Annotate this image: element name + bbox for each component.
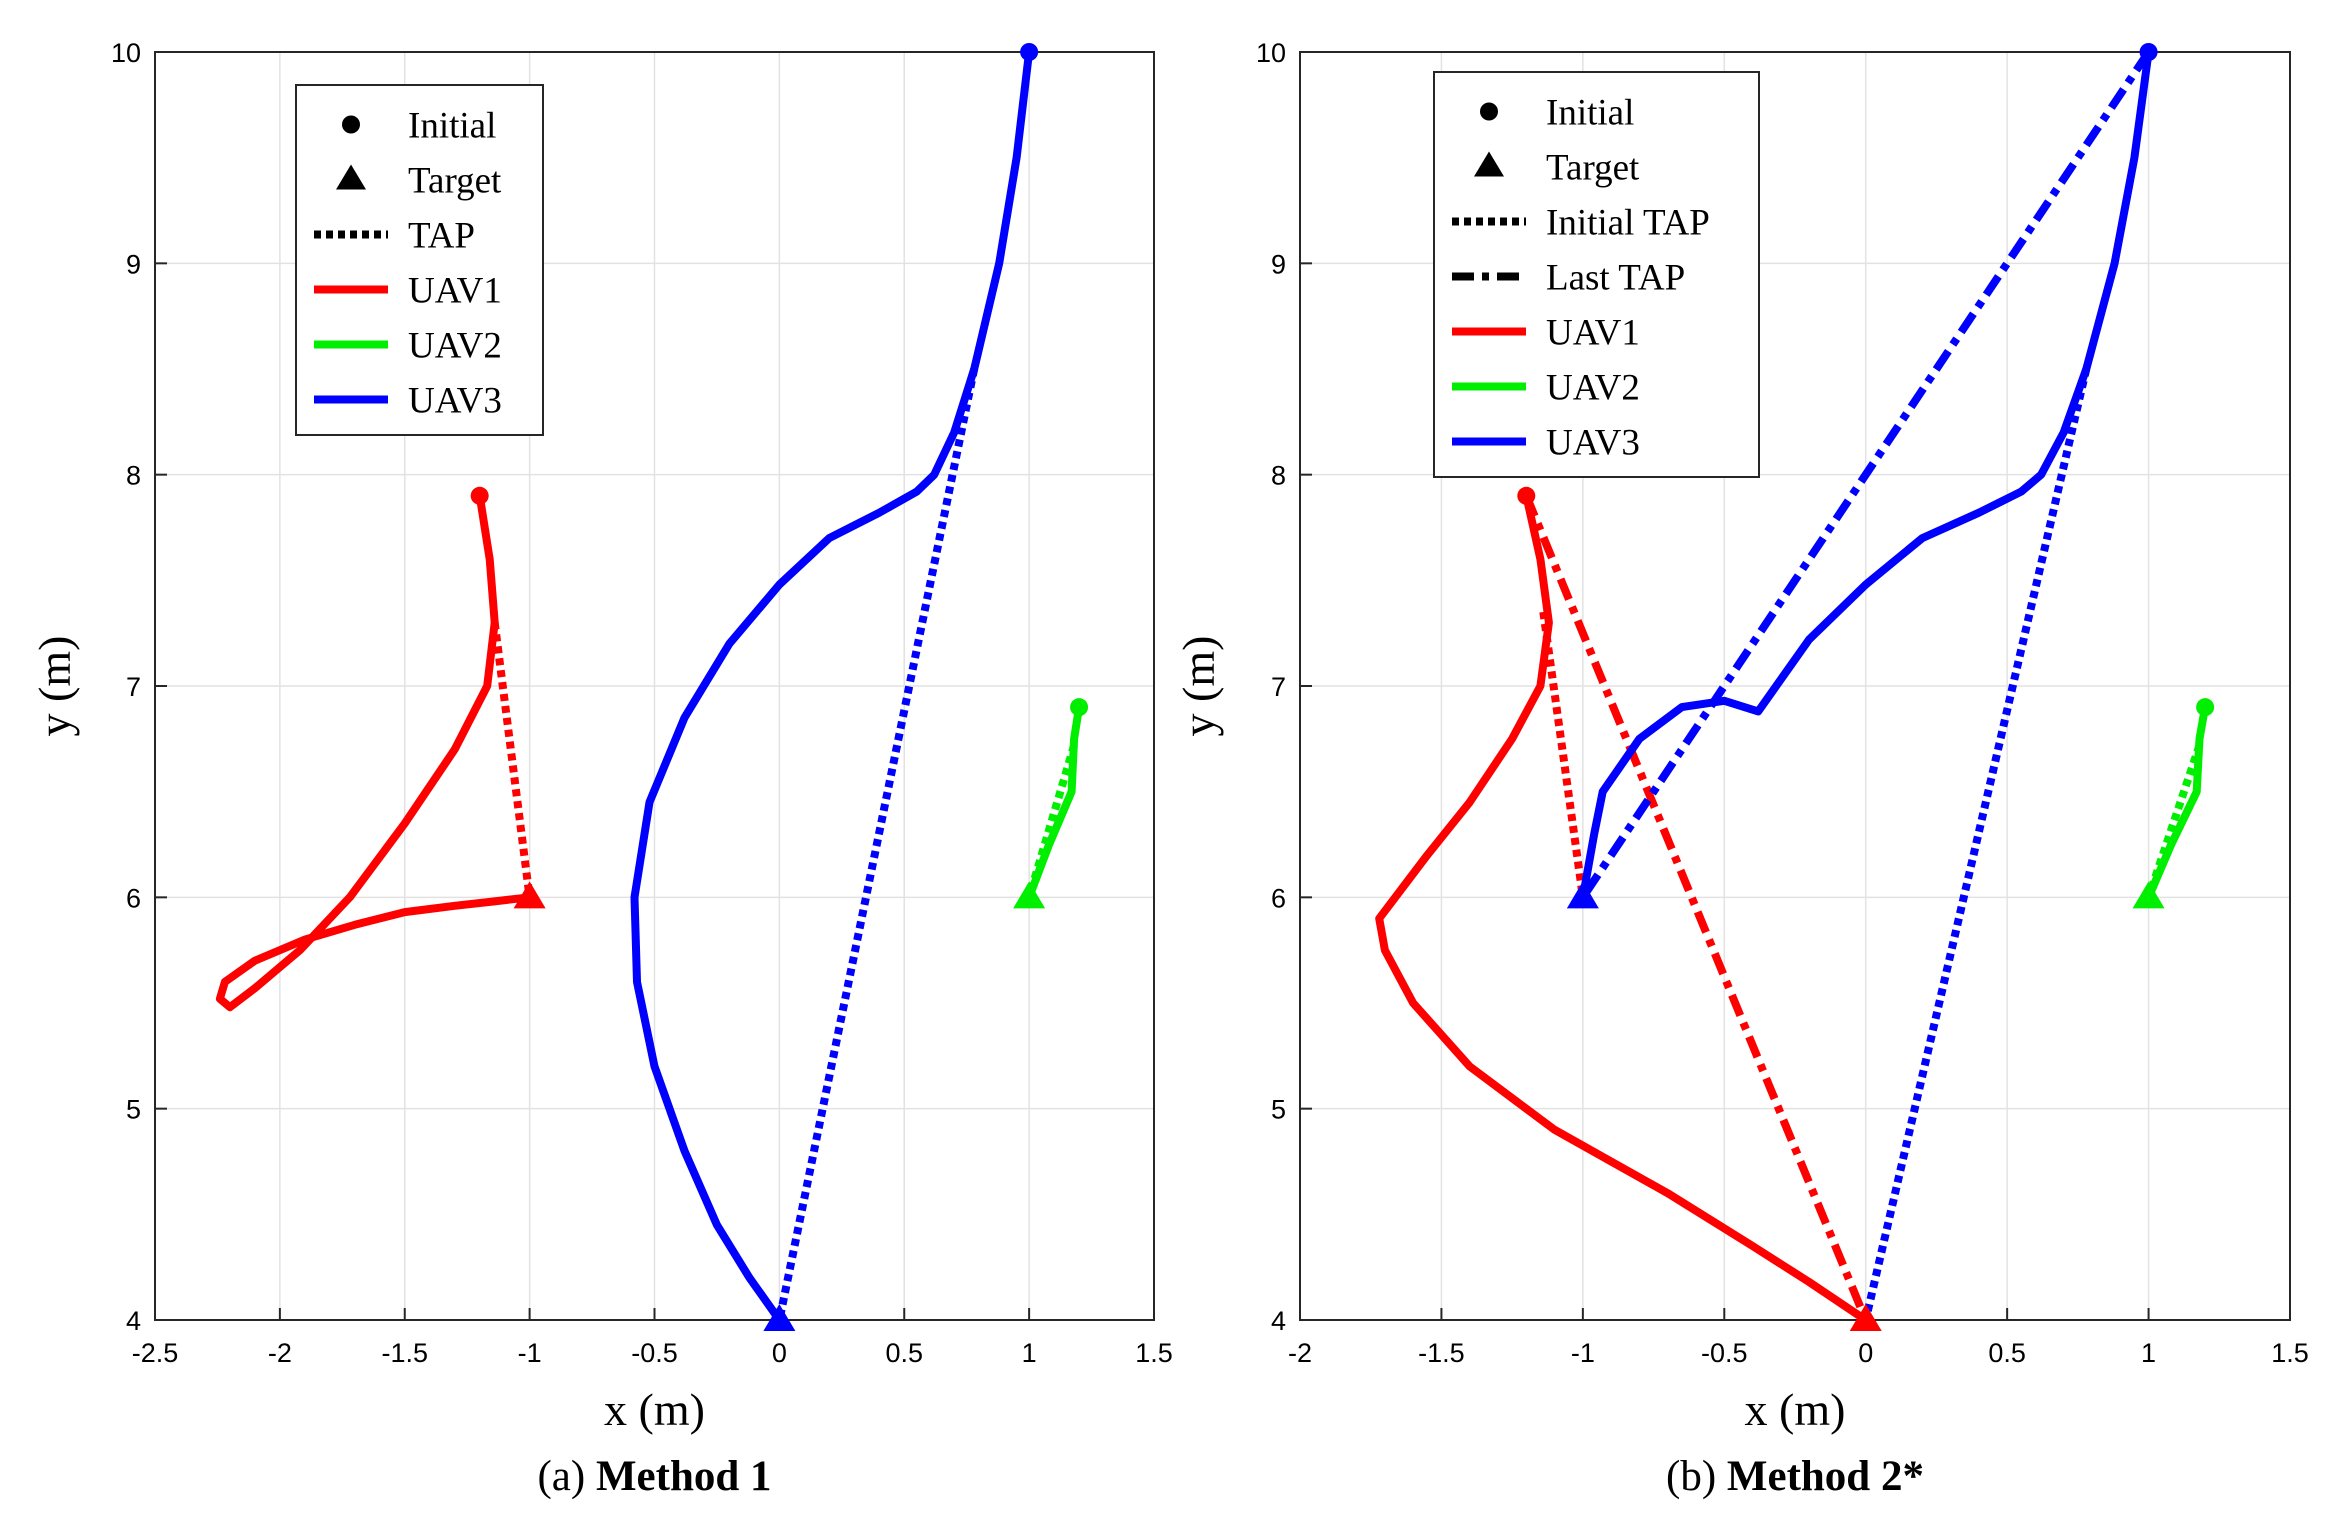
uav3-initial-marker: [2139, 43, 2158, 61]
legend: Initial Target Initial TAP Last TAP UAV1 UAV2…: [1433, 71, 1760, 478]
uav1-initial-tap-line: [490, 622, 534, 898]
y-tick-label: 5: [1271, 1095, 1286, 1125]
uav1-target-marker: [1849, 1304, 1882, 1331]
x-tick-label: -1.5: [1418, 1338, 1465, 1368]
x-tick-label: -2: [1288, 1338, 1312, 1368]
uav2-initial-marker: [2196, 698, 2215, 717]
uav3-initial-tap-line: [775, 368, 979, 1321]
legend-label: UAV3: [1546, 423, 1640, 464]
y-tick-label: 7: [1271, 672, 1286, 702]
caption-method: Method 1: [596, 1453, 772, 1500]
uav2-target-marker: [2132, 881, 2165, 909]
x-tick-label: -2.5: [132, 1338, 179, 1368]
x-axis-label: x (m): [604, 1384, 705, 1435]
uav3-initial-marker: [1020, 43, 1039, 61]
uav1-initial-tap-line: [1539, 611, 1587, 898]
y-tick-label: 7: [126, 672, 141, 702]
y-tick-label: 6: [126, 883, 141, 913]
legend-label: UAV2: [1546, 368, 1640, 409]
legend-label: Target: [408, 161, 502, 202]
y-tick-label: 6: [1271, 883, 1286, 913]
x-tick-label: 1: [1022, 1338, 1037, 1368]
uav3-target-marker: [1566, 881, 1599, 909]
legend: Initial Target TAP UAV1 UAV2 UAV3: [295, 84, 544, 436]
y-tick-label: 4: [1271, 1306, 1286, 1336]
x-tick-label: 1.5: [2271, 1338, 2309, 1368]
x-tick-label: -1: [518, 1338, 542, 1368]
x-tick-label: 0.5: [1988, 1338, 2026, 1368]
uav1-target-marker: [513, 881, 546, 909]
legend-label: Initial TAP: [1546, 203, 1710, 244]
legend-label: Last TAP: [1546, 258, 1685, 299]
uav3-trajectory: [630, 48, 1034, 1324]
x-tick-label: -1.5: [381, 1338, 428, 1368]
y-tick-label: 10: [111, 38, 141, 68]
y-axis-label: y (m): [1173, 636, 1224, 737]
uav2-trajectory: [2144, 703, 2210, 902]
x-axis-label: x (m): [1745, 1384, 1846, 1435]
x-tick-label: 0.5: [885, 1338, 923, 1368]
x-tick-label: -0.5: [631, 1338, 678, 1368]
legend-label: UAV1: [408, 271, 502, 312]
y-tick-label: 4: [126, 1306, 141, 1336]
x-tick-label: 0: [772, 1338, 787, 1368]
uav3-initial-tap-line: [1861, 368, 2091, 1321]
uav1-trajectory: [1375, 491, 1870, 1324]
legend-initial-marker: [342, 115, 360, 134]
uav2-trajectory: [1025, 703, 1084, 902]
y-tick-label: 8: [1271, 461, 1286, 491]
y-axis-label: y (m): [29, 636, 80, 737]
uav3-last-tap-line: [1579, 49, 2152, 900]
x-tick-label: 1: [2141, 1338, 2156, 1368]
x-tick-label: -1: [1571, 1338, 1595, 1368]
panel-caption: (a) Method 1: [537, 1453, 771, 1500]
x-tick-label: -2: [268, 1338, 292, 1368]
uav1-last-tap-line: [1522, 494, 1870, 1322]
legend-box: [295, 84, 544, 436]
uav1-initial-marker: [1517, 486, 1536, 505]
legend-target-marker: [336, 164, 366, 190]
legend-label: Initial: [408, 106, 496, 147]
uav2-target-marker: [1013, 881, 1046, 909]
legend-target-marker: [1474, 151, 1504, 177]
legend-label: UAV2: [408, 326, 502, 367]
y-tick-label: 9: [126, 249, 141, 279]
x-tick-label: 0: [1858, 1338, 1873, 1368]
x-tick-label: 1.5: [1135, 1338, 1173, 1368]
legend-label: TAP: [408, 216, 475, 257]
uav3-target-marker: [763, 1304, 796, 1331]
panel-a: -2.5 -2 -1.5 -1 -0.5 0 0.5 1 1.5 4 5 6 7 8 9 10 x (m) y (…: [29, 38, 1173, 1500]
uav3-trajectory: [1578, 48, 2153, 902]
y-tick-label: 10: [1256, 38, 1286, 68]
caption-method: Method 2*: [1727, 1453, 1924, 1500]
uav1-trajectory: [215, 491, 534, 1012]
uav2-initial-marker: [1070, 698, 1089, 717]
legend-initial-marker: [1480, 102, 1498, 121]
legend-label: Initial: [1546, 93, 1634, 134]
caption-prefix: (b): [1666, 1453, 1727, 1500]
legend-label: UAV1: [1546, 313, 1640, 354]
y-tick-label: 9: [1271, 249, 1286, 279]
caption-prefix: (a): [537, 1453, 595, 1500]
legend-label: UAV3: [408, 381, 502, 422]
x-tick-label: -0.5: [1701, 1338, 1748, 1368]
legend-label: Target: [1546, 148, 1640, 189]
panel-b: -2 -1.5 -1 -0.5 0 0.5 1 1.5 4 5 6 7 8 9 10 x (m) y (m) In…: [1173, 38, 2309, 1500]
uav1-initial-marker: [470, 486, 489, 505]
y-tick-label: 8: [126, 461, 141, 491]
panel-caption: (b) Method 2*: [1666, 1453, 1924, 1500]
y-tick-label: 5: [126, 1095, 141, 1125]
